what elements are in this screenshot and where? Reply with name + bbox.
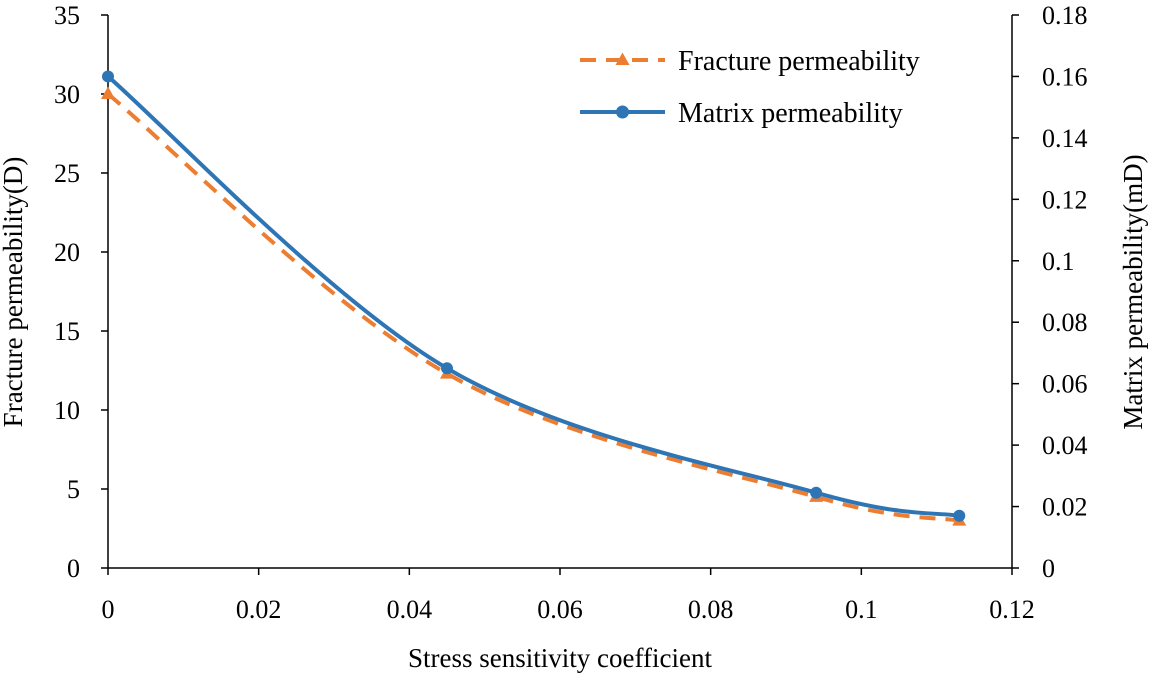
x-tick-label: 0.08 [688,595,734,624]
data-point-circle [102,70,114,83]
y-tick-label: 35 [54,1,80,30]
y-tick-label: 5 [67,475,80,504]
y-tick-label: 25 [54,159,80,188]
y2-tick-label: 0.1 [1042,247,1075,276]
legend-item-matrix: Matrix permeability [580,98,903,129]
legend-triangle-marker [615,52,630,65]
legend-circle-marker [616,105,629,119]
legend: Fracture permeability Matrix permeabilit… [580,46,920,129]
y-tick-label: 10 [54,396,80,425]
x-tick-label: 0.1 [845,595,878,624]
left-y-axis-ticks: 0 5 10 15 20 25 30 35 [54,1,108,583]
x-axis-ticks: 0 0.02 0.04 0.06 0.08 0.1 0.12 [102,568,1035,624]
y2-tick-label: 0.06 [1042,370,1088,399]
y2-tick-label: 0.16 [1042,62,1088,91]
data-point-circle [441,362,453,375]
y-tick-label: 15 [54,317,80,346]
data-point-circle [953,509,966,522]
y2-tick-label: 0.18 [1042,1,1088,30]
y2-tick-label: 0.14 [1042,124,1088,153]
series-matrix [102,70,966,522]
series-fracture [101,86,967,526]
x-tick-label: 0.02 [236,595,282,624]
series-line [106,92,960,523]
left-y-axis-title: Fracture permeability(D) [0,157,28,428]
series-layer [101,70,967,526]
x-axis-title: Stress sensitivity coefficient [408,643,712,673]
data-point-triangle [101,86,115,99]
plot-area: 0 0.02 0.04 0.06 0.08 0.1 0.12 05101520253035 … [54,1,1088,624]
y-tick-label: 20 [54,238,80,267]
legend-label-matrix: Matrix permeability [678,98,903,129]
x-tick-label: 0.04 [387,595,433,624]
y2-tick-label: 0.08 [1042,308,1088,337]
legend-label-fracture: Fracture permeability [678,46,920,77]
legend-item-fracture: Fracture permeability [580,46,920,77]
x-tick-label: 0.12 [989,595,1035,624]
right-y-axis-ticks: 0 0.02 0.04 0.06 0.08 0.1 0.12 0.14 0.16 0.18 [1012,1,1088,583]
y-tick-label: 0 [67,554,80,583]
series-line [106,74,960,518]
y2-tick-label: 0.02 [1042,493,1088,522]
x-tick-label: 0.06 [537,595,583,624]
x-tick-label: 0 [102,595,115,624]
y2-tick-label: 0.04 [1042,431,1088,460]
y2-tick-label: 0.12 [1042,185,1088,214]
y2-tick-label: 0 [1042,554,1055,583]
y-tick-label: 30 [54,80,80,109]
right-y-axis-title: Matrix permeability(mD) [1118,154,1148,429]
data-point-circle [810,486,823,499]
